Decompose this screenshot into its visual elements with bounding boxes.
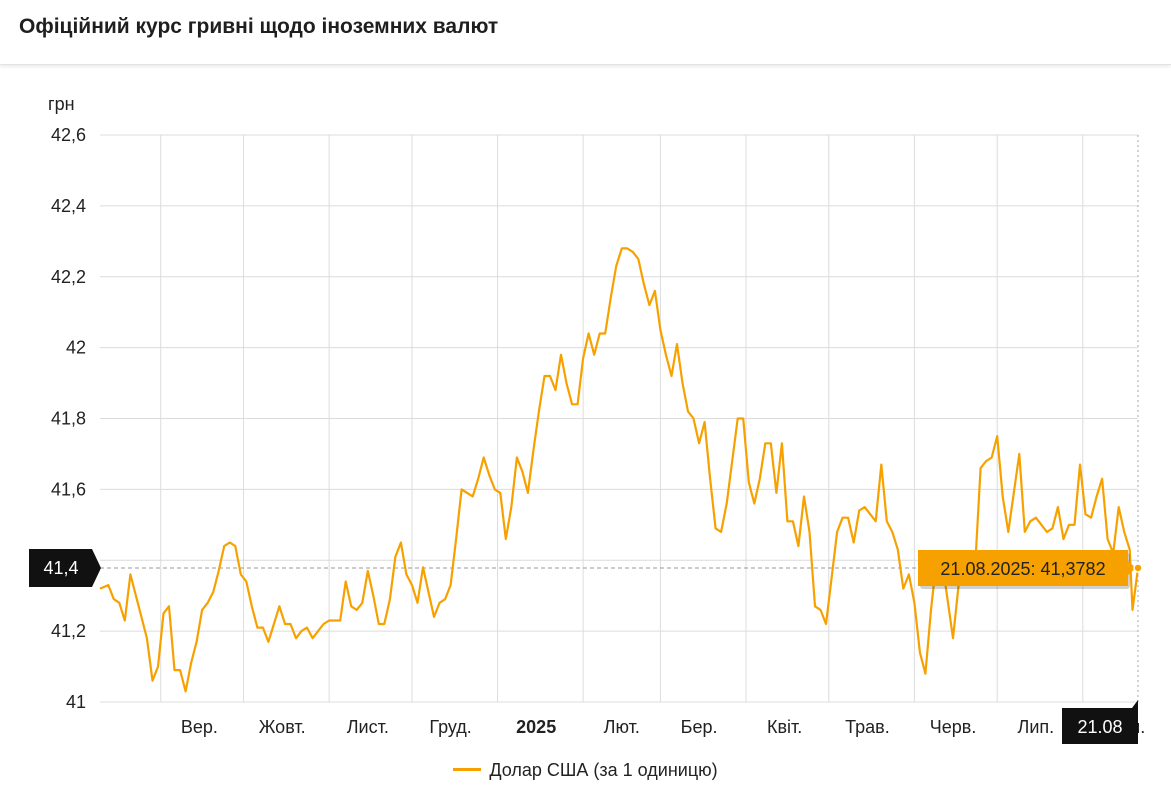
- crosshair-y-label: 41,4: [29, 548, 101, 587]
- y-tick-label: 42,6: [51, 125, 86, 145]
- x-tick-label: Трав.: [845, 717, 890, 737]
- series-line[interactable]: [99, 247, 1140, 693]
- x-tick-label: Бер.: [681, 717, 718, 737]
- y-tick-label: 42: [66, 338, 86, 358]
- legend-label: Долар США (за 1 одиницю): [489, 760, 718, 780]
- crosshair-x-value: 21.08: [1077, 717, 1122, 737]
- series-layer: [99, 247, 1140, 693]
- tooltip: 21.08.2025: 41,3782: [918, 549, 1136, 589]
- x-tick-label: Квіт.: [767, 717, 802, 737]
- x-tick-label: Черв.: [930, 717, 977, 737]
- x-tick-label: Лист.: [347, 717, 389, 737]
- legend[interactable]: Долар США (за 1 одиницю): [0, 760, 1171, 781]
- overlay: 41,4 21.08 21.08.2025: 41,3782: [29, 548, 1143, 744]
- x-tick-label: Лип.: [1018, 717, 1055, 737]
- y-tick-label: 42,2: [51, 267, 86, 287]
- x-tick-label: Жовт.: [259, 717, 306, 737]
- legend-swatch: [453, 767, 482, 771]
- hover-point[interactable]: [1133, 563, 1143, 573]
- crosshair-y-value: 41,4: [43, 558, 78, 578]
- y-tick-label: 41,2: [51, 621, 86, 641]
- x-tick-label: 2025: [516, 717, 556, 737]
- tooltip-text: 21.08.2025: 41,3782: [940, 559, 1105, 579]
- page-title: Офіційний курс гривні щодо іноземних вал…: [19, 15, 499, 38]
- y-tick-label: 41: [66, 692, 86, 712]
- page-header: Офіційний курс гривні щодо іноземних вал…: [0, 0, 1171, 65]
- x-axis: Вер. Жовт. Лист. Груд. 2025 Лют. Бер. Квіт. Трав…: [181, 717, 1145, 737]
- x-tick-label: Лют.: [604, 717, 640, 737]
- y-tick-label: 41,8: [51, 409, 86, 429]
- y-tick-label: 41,6: [51, 479, 86, 499]
- x-tick-label: Груд.: [429, 717, 471, 737]
- x-tick-label: Вер.: [181, 717, 218, 737]
- y-axis-unit-label: грн: [48, 94, 75, 114]
- crosshair-x-label: 21.08: [1062, 700, 1138, 744]
- y-tick-label: 42,4: [51, 196, 86, 216]
